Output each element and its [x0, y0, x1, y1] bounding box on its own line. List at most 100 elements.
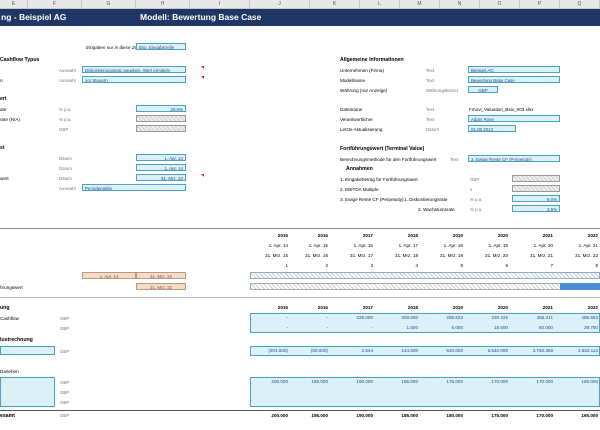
value-cell[interactable]: 190.000 — [356, 379, 373, 384]
column-header[interactable]: I — [190, 0, 250, 8]
input-note: Eingaben nur in diese Zellen — [86, 45, 145, 50]
unit-label: % p.a. — [470, 197, 483, 202]
value-cell[interactable]: 300.000 — [401, 315, 418, 320]
model-name-input[interactable]: Bewertung Base Case — [468, 76, 560, 83]
model-title-left: ng - Beispiel AG — [1, 12, 67, 22]
year-cell: 2017 — [362, 305, 373, 310]
year-cell: 2015 — [277, 233, 288, 238]
value-cell[interactable]: - — [326, 315, 328, 320]
owner-input[interactable]: Adam Rose — [468, 115, 560, 122]
input-block[interactable] — [0, 377, 55, 407]
row-label: hrungswert — [0, 285, 23, 290]
unit-label: % p.a. — [59, 117, 72, 122]
disabled-cell — [512, 175, 560, 182]
discount-rate-input[interactable]: 20,0% — [136, 105, 186, 112]
unit-label: Währungskürzel — [426, 88, 458, 93]
value-cell[interactable]: 540.000 — [446, 348, 463, 353]
sample-input-cell[interactable]: Bsp. Eingabezelle — [136, 43, 186, 50]
value-cell[interactable]: 185.000 — [401, 379, 418, 384]
row-label: Modellname — [340, 78, 366, 83]
value-cell[interactable]: 60.000 — [538, 325, 553, 330]
cashflow-type-select[interactable]: Diskontierungssatz angeben, Wert ermitte… — [82, 66, 186, 73]
value-cell[interactable]: 6.540.000 — [487, 348, 508, 353]
value-cell[interactable]: 6.000 — [451, 325, 464, 330]
value-cell[interactable]: (80.000) — [310, 348, 328, 353]
value-cell[interactable]: 200.000 — [271, 379, 288, 384]
period-cell: 5 — [460, 263, 463, 268]
value-cell[interactable]: 4.532.114 — [577, 348, 598, 353]
column-header[interactable]: F — [28, 0, 82, 8]
value-cell[interactable]: 1.500 — [406, 325, 419, 330]
value-cell[interactable]: 455.211 — [536, 315, 553, 320]
column-header[interactable]: O — [480, 0, 520, 8]
column-header[interactable]: L — [360, 0, 400, 8]
value-cell[interactable]: - — [326, 325, 328, 330]
value-cell[interactable]: 225.000 — [356, 315, 373, 320]
value-cell[interactable]: 330.225 — [491, 315, 508, 320]
year-cell: 2017 — [362, 233, 373, 238]
unit-label: Datum — [426, 127, 439, 132]
column-header[interactable]: H — [136, 0, 190, 8]
column-header[interactable]: Q — [560, 0, 600, 8]
row-label: Währung (nur Anzeige) — [340, 88, 388, 93]
growth-rate-input[interactable]: 2,5% — [512, 205, 560, 212]
value-cell[interactable]: - — [286, 315, 288, 320]
value-cell[interactable]: 485.663 — [581, 315, 598, 320]
column-header[interactable]: K — [310, 0, 360, 8]
discount-rate-tv-input[interactable]: 8,0% — [512, 195, 560, 202]
value-cell[interactable]: 165.000 — [581, 379, 598, 384]
row-label: Cashflow — [0, 316, 19, 321]
terminal-date-cell: 31. Mrz. 22 — [136, 283, 186, 290]
date-cell: 1. Apr. 21 — [578, 243, 598, 248]
date-cell: 1. Apr. 18 — [443, 243, 463, 248]
value-cell[interactable]: - — [286, 325, 288, 330]
unit-label: Text — [426, 78, 435, 83]
company-input[interactable]: Beispiel AG — [468, 66, 560, 73]
value-cell[interactable]: - — [371, 325, 373, 330]
year-cell: 2022 — [587, 305, 598, 310]
date-cell: 1. Apr. 15 — [308, 243, 328, 248]
column-header[interactable]: G — [82, 0, 136, 8]
input-cell[interactable] — [0, 346, 55, 355]
loan-input-band[interactable] — [250, 377, 600, 407]
terminal-method-select[interactable]: 3. Ewige Rente CF (Perpetuity) — [468, 155, 560, 162]
value-cell[interactable]: 2.544 — [361, 348, 374, 353]
column-header[interactable]: J — [250, 0, 310, 8]
column-header[interactable]: P — [520, 0, 560, 8]
year-cell: 2020 — [497, 233, 508, 238]
value-cell[interactable]: 18.500 — [493, 325, 508, 330]
row-label: 2. EBITDA Multiple — [340, 187, 379, 192]
date-input[interactable]: 1. Apr. 14 — [136, 154, 186, 161]
value-cell[interactable]: 3.750.368 — [532, 348, 553, 353]
column-header[interactable]: N — [440, 0, 480, 8]
date-cell: 31. Mrz. 15 — [265, 253, 288, 258]
value-cell[interactable]: 144.000 — [401, 348, 418, 353]
date-cell: 31. Mrz. 19 — [440, 253, 463, 258]
date-input[interactable]: 31. Mrz. 22 — [136, 174, 186, 181]
value-cell[interactable]: (204.000) — [268, 348, 288, 353]
tax-basis-select[interactable]: vor Steuern — [82, 76, 186, 83]
pl-row: (204.000) (80.000) 2.544 144.000 540.000… — [250, 346, 600, 355]
unit-label: % p.a. — [470, 207, 483, 212]
currency-input[interactable]: GBP — [468, 86, 498, 93]
update-date-input[interactable]: 01.08.2014 — [468, 125, 516, 132]
total-line — [0, 410, 600, 411]
value-cell[interactable]: 39.750 — [583, 325, 598, 330]
value-cell[interactable]: 170.000 — [536, 379, 553, 384]
year-cell: 2016 — [317, 233, 328, 238]
date-input[interactable]: 1. Apr. 14 — [136, 164, 186, 171]
year-cell: 2020 — [497, 305, 508, 310]
value-cell[interactable]: 185.000 — [311, 379, 328, 384]
period-timing-select[interactable]: Periodenmitte — [82, 184, 186, 191]
column-header[interactable]: M — [400, 0, 440, 8]
year-cell: 2019 — [452, 305, 463, 310]
value-cell[interactable]: 288.633 — [446, 315, 463, 320]
row-label: rate (N/A) — [0, 117, 20, 122]
section-st: st — [0, 145, 5, 151]
column-header[interactable]: E — [0, 0, 28, 8]
terminal-flag-band — [250, 283, 600, 290]
value-cell[interactable]: 175.000 — [446, 379, 463, 384]
value-cell: 195.000 — [311, 413, 328, 418]
value-cell[interactable]: 170.000 — [491, 379, 508, 384]
value-cell: 200.000 — [271, 413, 288, 418]
